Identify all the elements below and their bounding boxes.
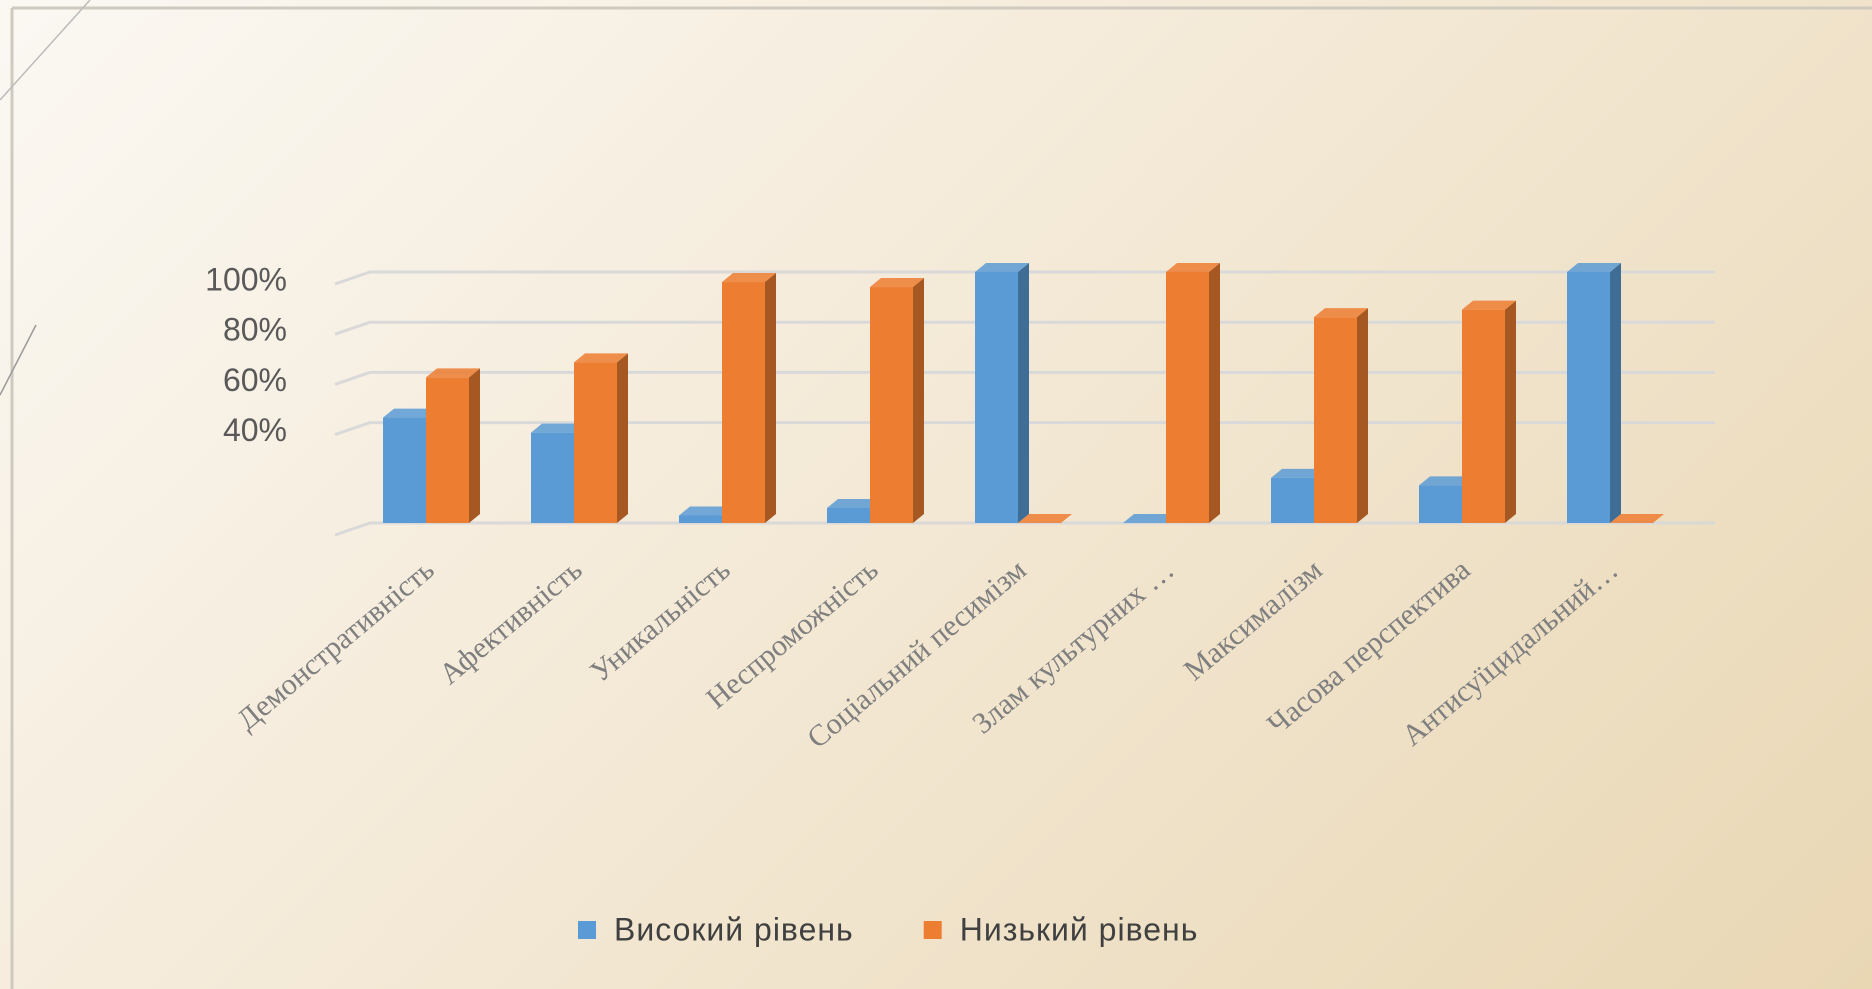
- bar-side: [1209, 263, 1220, 523]
- bar-side: [913, 278, 924, 523]
- bar-top: [679, 506, 733, 516]
- legend-swatch: [578, 921, 596, 939]
- bar: [679, 515, 722, 523]
- bar: [1567, 272, 1610, 523]
- decor-line: [0, 0, 91, 101]
- legend-label: Високий рівень: [614, 911, 854, 947]
- bar-top: [1271, 468, 1325, 478]
- bar: [426, 377, 469, 523]
- bar-side: [1610, 263, 1621, 523]
- legend-swatch: [923, 921, 942, 939]
- bar: [531, 432, 574, 523]
- bar-top: [827, 498, 881, 508]
- bar: [1462, 309, 1505, 523]
- floor: [334, 521, 1715, 537]
- bar: [1166, 272, 1209, 523]
- bar-top: [1567, 263, 1621, 272]
- grid-line: [334, 270, 1715, 286]
- x-tick-label: Афективність: [433, 553, 588, 691]
- bar-side: [469, 368, 480, 523]
- bar-top: [1462, 300, 1516, 310]
- x-tick-label: Демонстративність: [231, 553, 441, 737]
- x-tick-label: Максималізм: [1178, 553, 1329, 687]
- bar: [1271, 477, 1314, 523]
- bar: [870, 287, 913, 523]
- bar-top: [1123, 514, 1177, 523]
- bar: [1419, 485, 1462, 523]
- bar-side: [617, 353, 628, 523]
- bar-top: [1166, 263, 1220, 272]
- y-tick-label: 80%: [223, 312, 287, 348]
- bar: [1314, 317, 1357, 523]
- y-tick-label: 60%: [223, 362, 287, 398]
- bar-top: [1419, 476, 1473, 486]
- bar-top: [1610, 514, 1664, 523]
- bar-side: [1018, 263, 1029, 523]
- bar: [722, 282, 765, 523]
- bar-top: [426, 368, 480, 378]
- grid-line: [334, 320, 1715, 336]
- bar-top: [383, 408, 437, 418]
- bar: [383, 417, 426, 523]
- bar-top: [1018, 514, 1072, 523]
- bar-top: [1314, 308, 1368, 318]
- bar-side: [765, 273, 776, 523]
- bar-top: [722, 273, 776, 283]
- grid-line: [334, 421, 1715, 437]
- y-tick-label: 40%: [223, 412, 287, 448]
- bar-side: [1357, 308, 1368, 523]
- bar-top: [574, 353, 628, 363]
- bar-top: [975, 263, 1029, 272]
- y-tick-label: 100%: [205, 261, 287, 297]
- bar: [827, 507, 870, 523]
- grid-line: [334, 370, 1715, 386]
- bar-top: [870, 278, 924, 288]
- bar: [574, 362, 617, 523]
- bar-side: [1505, 300, 1516, 523]
- bar-top: [531, 423, 585, 433]
- decor-line: [0, 324, 37, 396]
- bar: [975, 272, 1018, 523]
- legend-label: Низький рівень: [960, 911, 1199, 947]
- x-tick-label: Уникальність: [584, 553, 737, 689]
